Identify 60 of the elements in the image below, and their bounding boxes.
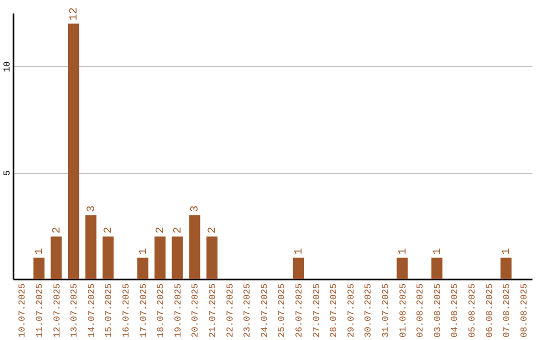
x-tick-label: 17.07.2025 bbox=[138, 284, 149, 338]
x-tick-label: 18.07.2025 bbox=[156, 284, 166, 338]
bar bbox=[500, 258, 512, 279]
data-label: 3 bbox=[86, 206, 98, 212]
data-label: 1 bbox=[397, 248, 410, 255]
bar bbox=[189, 215, 200, 279]
data-label: 3 bbox=[190, 206, 202, 212]
x-tick-label: 06.08.2025 bbox=[484, 284, 495, 338]
bar bbox=[33, 258, 44, 279]
bar bbox=[68, 24, 80, 279]
x-tick-label: 12.07.2025 bbox=[52, 284, 62, 338]
bar bbox=[206, 236, 218, 279]
bar bbox=[292, 258, 304, 279]
x-tick-label: 23.07.2025 bbox=[242, 284, 253, 338]
data-label: 1 bbox=[34, 248, 46, 255]
x-tick-label: 02.08.2025 bbox=[416, 284, 426, 338]
data-label: 2 bbox=[155, 226, 168, 234]
x-tick-label: 14.07.2025 bbox=[86, 284, 97, 338]
bar bbox=[137, 258, 148, 279]
y-tick-label: 10 bbox=[2, 61, 12, 72]
x-tick-label: 08.08.2025 bbox=[519, 284, 530, 338]
x-tick-label: 11.07.2025 bbox=[34, 284, 45, 338]
data-label: 2 bbox=[51, 226, 64, 234]
x-tick-label: 26.07.2025 bbox=[294, 284, 304, 338]
x-tick-label: 20.07.2025 bbox=[190, 284, 201, 338]
data-label: 1 bbox=[293, 248, 306, 255]
data-label: 12 bbox=[68, 7, 81, 21]
x-tick-label: 04.08.2025 bbox=[450, 284, 460, 338]
x-tick-label: 29.07.2025 bbox=[346, 284, 356, 338]
data-label: 2 bbox=[206, 226, 219, 234]
x-tick-label: 25.07.2025 bbox=[277, 284, 288, 338]
bar bbox=[431, 258, 442, 279]
data-label: 1 bbox=[138, 248, 150, 255]
x-tick-label: 27.07.2025 bbox=[312, 284, 322, 338]
data-label: 2 bbox=[103, 226, 116, 234]
bar bbox=[102, 236, 114, 279]
x-tick-label: 28.07.2025 bbox=[329, 284, 340, 338]
x-tick-label: 22.07.2025 bbox=[225, 284, 236, 338]
x-tick-label: 21.07.2025 bbox=[208, 284, 218, 338]
bar bbox=[396, 258, 408, 279]
data-label: 2 bbox=[172, 226, 184, 234]
bar bbox=[154, 236, 166, 279]
x-tick-label: 01.08.2025 bbox=[398, 284, 408, 338]
x-tick-label: 19.07.2025 bbox=[173, 284, 184, 338]
data-label: 1 bbox=[432, 248, 444, 255]
x-tick-label: 07.08.2025 bbox=[502, 284, 512, 338]
x-tick-label: 15.07.2025 bbox=[104, 284, 114, 338]
bar bbox=[50, 236, 62, 279]
x-tick-label: 16.07.2025 bbox=[121, 284, 132, 338]
x-tick-label: 05.08.2025 bbox=[467, 284, 478, 338]
x-tick-label: 30.07.2025 bbox=[364, 284, 374, 338]
bar bbox=[172, 236, 183, 279]
x-tick-label: 03.08.2025 bbox=[432, 284, 443, 338]
y-tick-label: 5 bbox=[2, 170, 12, 176]
x-tick-label: 24.07.2025 bbox=[260, 284, 270, 338]
x-tick-label: 31.07.2025 bbox=[380, 284, 391, 338]
data-label: 1 bbox=[501, 248, 514, 255]
bar bbox=[85, 215, 96, 279]
x-tick-label: 13.07.2025 bbox=[70, 284, 80, 338]
x-tick-label: 10.07.2025 bbox=[18, 284, 28, 338]
